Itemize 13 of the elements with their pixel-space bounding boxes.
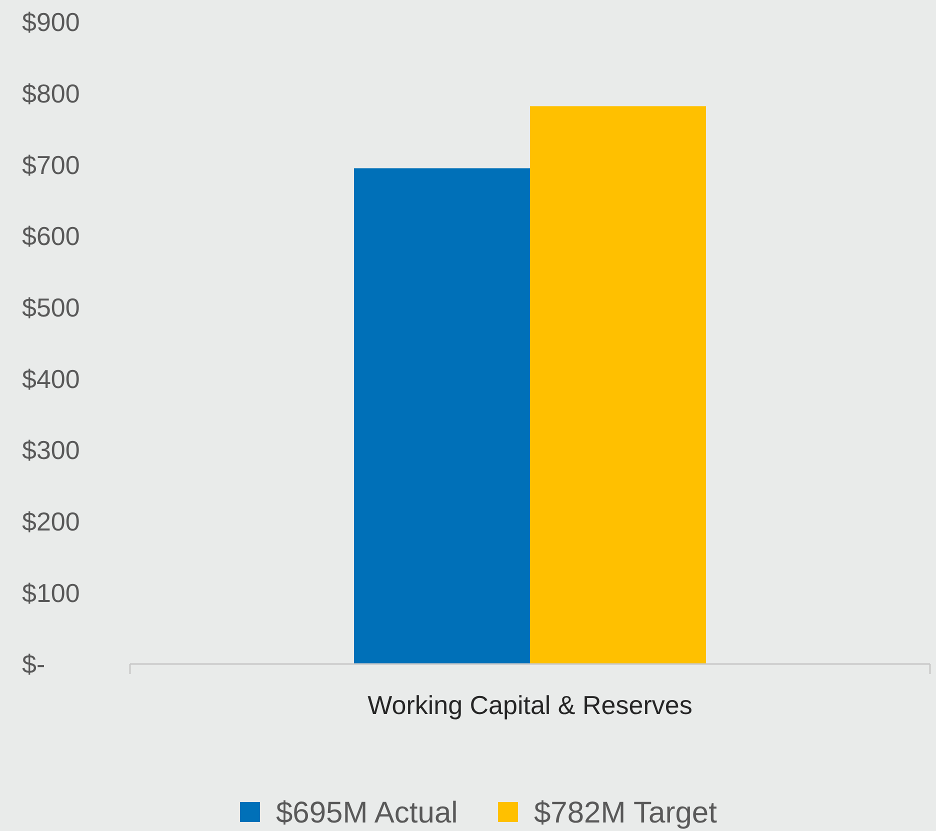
y-tick-label: $100 xyxy=(22,578,80,608)
y-tick-label: $200 xyxy=(22,506,80,536)
y-tick-label: $- xyxy=(22,649,46,680)
y-tick-label: $900 xyxy=(22,7,80,38)
legend-label: $782M Target xyxy=(534,796,718,830)
x-tick-label: Working Capital & Reserves xyxy=(368,690,692,720)
y-tick-label: $300 xyxy=(22,435,80,466)
y-tick-label: $400 xyxy=(22,364,80,394)
y-tick-label: $500 xyxy=(22,292,80,322)
y-tick-label: $700 xyxy=(22,150,80,180)
legend-label: $695M Actual xyxy=(276,796,458,830)
y-tick-label: $600 xyxy=(22,221,80,252)
y-tick-label: $800 xyxy=(22,78,80,108)
